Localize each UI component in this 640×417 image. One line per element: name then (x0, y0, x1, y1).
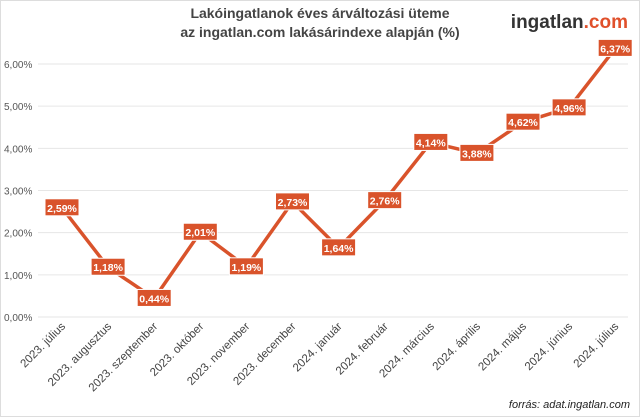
data-label: 2,73% (278, 197, 308, 209)
data-label-box (182, 222, 218, 241)
title-line-2: az ingatlan.com lakásárindexe alapján (%… (180, 24, 460, 40)
y-tick-label: 1,00% (4, 271, 32, 282)
data-label-box (321, 238, 357, 257)
y-tick-label: 2,00% (4, 229, 32, 240)
data-label: 1,18% (93, 262, 123, 274)
data-label-box (551, 98, 587, 117)
series-line (60, 47, 617, 301)
data-label: 2,59% (47, 203, 77, 215)
data-label: 3,88% (462, 148, 492, 160)
data-label: 4,14% (416, 137, 446, 149)
data-label-box (413, 132, 449, 151)
x-tick-label: 2024. június (523, 320, 576, 373)
data-label-box (228, 257, 264, 276)
data-label: 4,96% (554, 103, 584, 115)
data-label-box (90, 257, 126, 276)
ingatlan-logo: ingatlan.com (510, 12, 628, 33)
title-line-1: Lakóingatlanok éves árváltozási üteme (190, 5, 450, 21)
data-label: 2,76% (370, 196, 400, 208)
data-label: 0,44% (139, 293, 169, 305)
data-label: 4,62% (508, 117, 538, 129)
data-label-box (275, 192, 310, 211)
data-label: 6,37% (600, 43, 630, 55)
data-label: 1,64% (324, 243, 354, 255)
x-tick-label: 2024. július (572, 320, 622, 370)
y-tick-label: 0,00% (4, 313, 32, 324)
y-tick-label: 3,00% (4, 187, 32, 198)
data-label-box (597, 38, 633, 57)
data-label-box (44, 198, 80, 217)
data-label-box (459, 143, 495, 162)
data-label-box (505, 112, 541, 131)
y-tick-label: 6,00% (4, 60, 32, 71)
x-tick-label: 2023. július (18, 320, 68, 370)
chart-title: Lakóingatlanok éves árváltozási üteme az… (0, 4, 640, 42)
data-label: 1,19% (232, 262, 262, 274)
data-label-box (367, 191, 403, 210)
x-tick-label: 2024. május (476, 320, 529, 373)
y-tick-label: 5,00% (4, 102, 32, 113)
data-label: 2,01% (185, 227, 215, 239)
data-label-box (136, 288, 172, 307)
y-tick-label: 4,00% (4, 144, 32, 155)
source-note: forrás: adat.ingatlan.com (508, 399, 630, 411)
